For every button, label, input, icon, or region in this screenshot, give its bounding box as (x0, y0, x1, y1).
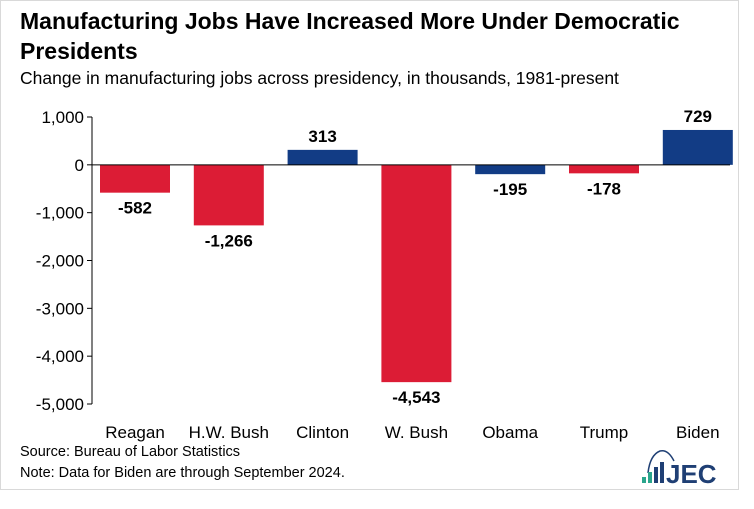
jec-logo: JEC (640, 447, 730, 492)
data-label: -1,266 (205, 231, 253, 250)
bar-clinton (287, 149, 358, 165)
data-label: -178 (587, 179, 621, 198)
data-label: -195 (493, 180, 527, 199)
bar-reagan (100, 164, 170, 193)
y-tick-label: 0 (75, 156, 84, 175)
logo-text: JEC (666, 459, 717, 487)
y-tick-label: -1,000 (36, 204, 84, 223)
bar-wbush (381, 164, 452, 383)
y-tick-label: -5,000 (36, 395, 84, 414)
data-label: -4,543 (392, 388, 440, 407)
x-category-label: Obama (482, 423, 538, 442)
data-label: -582 (118, 199, 152, 218)
source-note: Source: Bureau of Labor Statistics (20, 444, 241, 460)
y-tick-label: -4,000 (36, 347, 84, 366)
chart-frame (0, 0, 739, 490)
bar-obama (475, 164, 546, 175)
chart-title: Manufacturing Jobs Have Increased More U… (20, 8, 680, 64)
data-note: Note: Data for Biden are through Septemb… (20, 465, 345, 481)
x-category-label: Trump (580, 423, 629, 442)
x-category-label: H.W. Bush (189, 423, 269, 442)
x-category-label: W. Bush (385, 423, 448, 442)
y-tick-label: -2,000 (36, 252, 84, 271)
data-label: 729 (684, 107, 712, 126)
bar-hwbush (193, 164, 264, 226)
y-tick-label: -3,000 (36, 299, 84, 318)
bar-biden (662, 129, 733, 165)
y-tick-label: 1,000 (41, 108, 84, 127)
x-category-label: Biden (676, 423, 719, 442)
chart-subtitle: Change in manufacturing jobs across pres… (20, 68, 619, 88)
bar-trump (569, 164, 639, 174)
x-category-label: Clinton (296, 423, 349, 442)
data-label: 313 (308, 127, 336, 146)
x-category-label: Reagan (105, 423, 165, 442)
